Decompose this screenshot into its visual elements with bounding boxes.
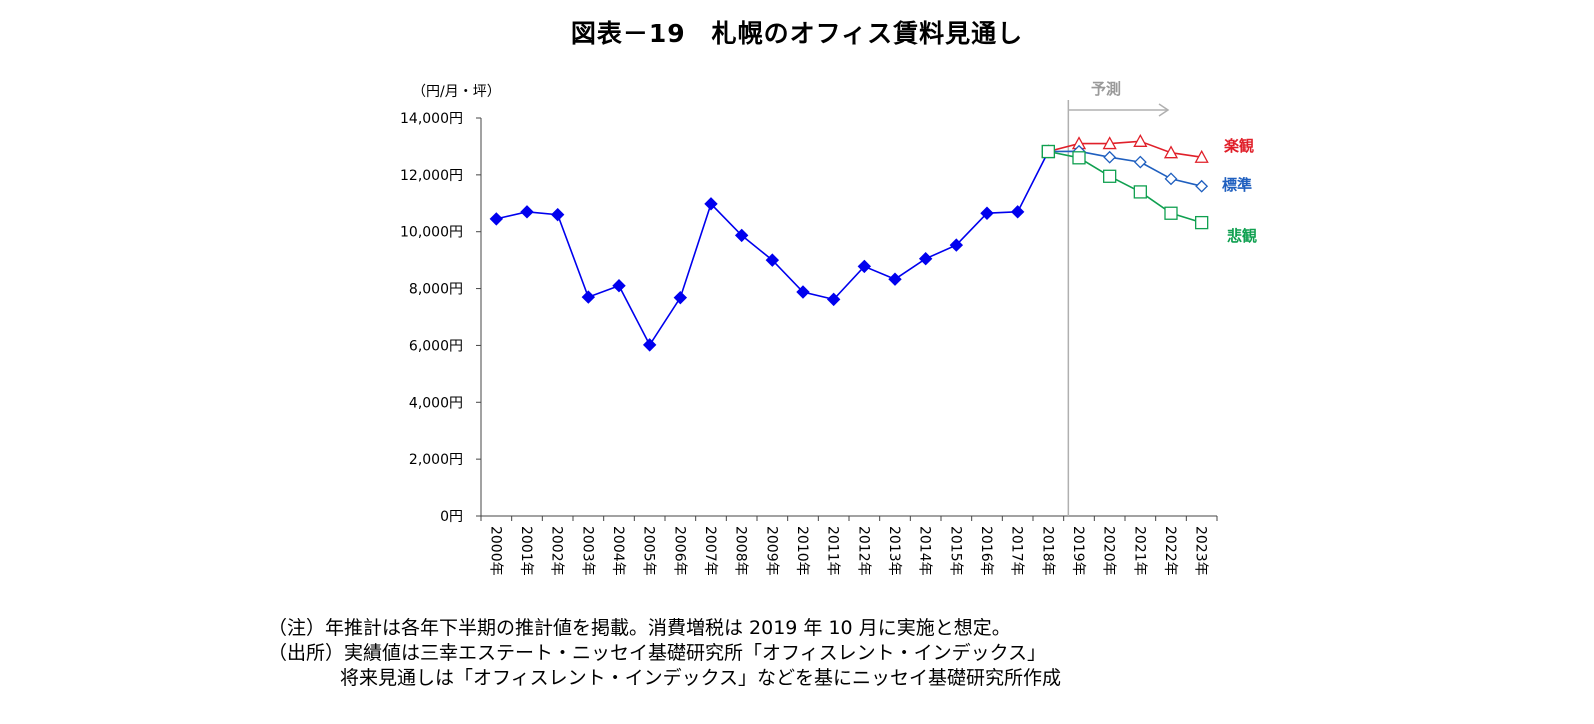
y-tick-label: 0円	[440, 509, 463, 525]
x-tick-label: 2015年	[947, 526, 963, 576]
data-point	[734, 228, 749, 243]
x-tick-label: 2020年	[1101, 526, 1117, 576]
data-point	[1164, 172, 1178, 186]
y-tick-label: 10,000円	[400, 225, 463, 241]
source-line: （出所）実績値は三幸エステート・ニッセイ基礎研究所「オフィスレント・インデックス…	[268, 642, 1047, 664]
x-tick-label: 2005年	[641, 526, 657, 576]
note-line: （注）年推計は各年下半期の推計値を掲載。消費増税は 2019 年 10 月に実施…	[268, 617, 1011, 639]
x-tick-label: 2021年	[1131, 526, 1147, 576]
y-axis-label: （円/月・坪）	[412, 84, 501, 100]
x-tick-label: 2001年	[518, 526, 534, 576]
data-point	[765, 253, 780, 267]
data-point	[581, 290, 596, 304]
data-point	[1195, 179, 1209, 193]
forecast-label: 予測	[1091, 80, 1121, 98]
x-tick-label: 2010年	[794, 526, 810, 576]
data-point	[550, 207, 565, 222]
y-tick-label: 8,000円	[409, 282, 463, 298]
x-tick-label: 2017年	[1009, 526, 1025, 576]
data-point	[918, 252, 933, 266]
data-point	[1164, 206, 1178, 220]
x-tick-label: 2023年	[1193, 526, 1209, 576]
x-tick-label: 2008年	[733, 526, 749, 576]
x-tick-label: 2000年	[487, 526, 503, 576]
data-point	[1195, 215, 1209, 230]
series-label: 悲観	[1227, 227, 1257, 245]
series-実績	[489, 144, 1056, 352]
data-point	[826, 292, 841, 307]
series-label: 楽観	[1224, 137, 1254, 155]
data-point	[673, 290, 688, 305]
x-tick-label: 2022年	[1162, 526, 1178, 576]
data-point	[888, 272, 902, 286]
series-line	[1048, 140, 1202, 158]
data-point	[704, 197, 718, 211]
x-tick-label: 2016年	[978, 526, 994, 576]
data-point	[1103, 150, 1117, 164]
series-line	[1048, 150, 1202, 224]
forecast-marker: 予測	[1067, 80, 1170, 516]
data-point	[612, 279, 626, 293]
forecast-arrowhead	[1158, 103, 1170, 117]
y-tick-label: 12,000円	[400, 168, 463, 184]
data-point	[1133, 185, 1147, 199]
data-point	[796, 285, 810, 299]
data-point	[980, 206, 994, 220]
x-tick-label: 2003年	[579, 526, 595, 576]
data-point	[1010, 205, 1025, 219]
data-point	[1133, 155, 1147, 169]
y-tick-label: 2,000円	[409, 452, 463, 468]
data-point	[1194, 149, 1209, 163]
axes: 0円 2,000円 4,000円 6,000円 8,000円 10,000円 12,000円…	[400, 84, 1218, 576]
x-tick-label: 2014年	[917, 526, 933, 576]
data-point	[1102, 136, 1117, 150]
data-point	[857, 259, 872, 274]
x-tick-label: 2013年	[886, 526, 902, 576]
x-tick-label: 2002年	[549, 526, 565, 576]
series-悲観	[1041, 144, 1209, 230]
data-point	[949, 238, 964, 252]
series-layer	[489, 133, 1209, 352]
x-tick-label: 2019年	[1070, 526, 1086, 576]
data-point	[1103, 169, 1117, 183]
data-point	[1041, 144, 1055, 159]
data-point	[642, 338, 657, 352]
data-point	[1133, 133, 1148, 147]
series-楽観	[1041, 133, 1209, 163]
footnotes: （注）年推計は各年下半期の推計値を掲載。消費増税は 2019 年 10 月に実施…	[268, 616, 1061, 691]
y-tick-label: 6,000円	[409, 338, 463, 354]
y-tick-label: 14,000円	[400, 111, 463, 127]
x-tick-label: 2006年	[671, 526, 687, 576]
x-tick-label: 2018年	[1039, 526, 1055, 576]
source-line-2: 将来見通しは「オフィスレント・インデックス」などを基にニッセイ基礎研究所作成	[340, 667, 1062, 689]
series-junction	[1041, 144, 1055, 159]
x-tick-label: 2004年	[610, 526, 626, 576]
data-point	[520, 205, 534, 219]
x-tick-label: 2011年	[825, 526, 841, 576]
series-label: 標準	[1222, 176, 1252, 194]
data-point	[489, 212, 504, 226]
data-point	[1163, 145, 1179, 159]
chart-title: 図表－19 札幌のオフィス賃料見通し	[570, 19, 1024, 48]
y-tick-label: 4,000円	[409, 395, 463, 411]
data-point	[1072, 151, 1086, 165]
x-tick-label: 2007年	[702, 526, 718, 576]
x-tick-label: 2012年	[855, 526, 871, 576]
x-tick-label: 2009年	[763, 526, 779, 576]
series-line	[496, 151, 1050, 347]
